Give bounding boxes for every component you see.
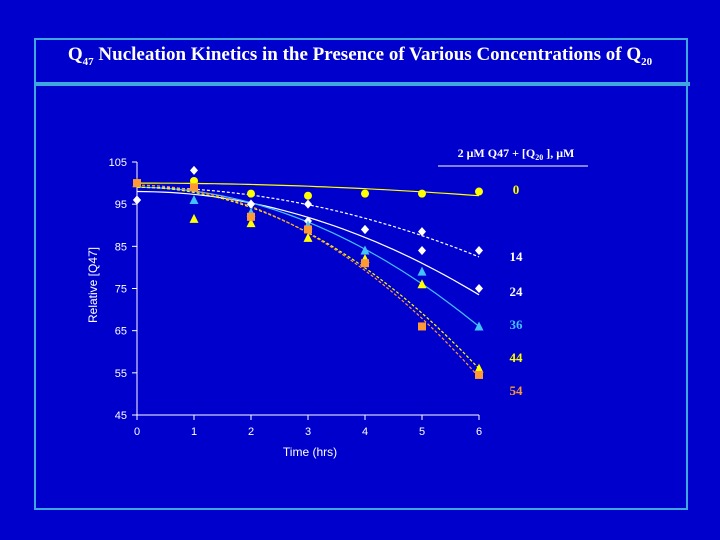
point-36 — [189, 194, 199, 204]
point-44 — [303, 232, 313, 242]
series-label-44: 44 — [510, 350, 524, 365]
slide-title: Q47 Nucleation Kinetics in the Presence … — [67, 44, 653, 68]
point-0 — [361, 189, 369, 198]
point-24 — [418, 246, 426, 256]
point-0 — [247, 189, 255, 198]
point-54 — [247, 212, 255, 221]
x-tick-label: 4 — [362, 426, 368, 438]
point-44 — [474, 363, 484, 373]
fit-curve-44 — [136, 186, 480, 370]
point-54 — [304, 225, 312, 234]
x-tick-label: 2 — [248, 426, 254, 438]
y-tick-label: 85 — [115, 241, 127, 253]
point-54 — [190, 183, 198, 192]
point-24 — [475, 284, 483, 293]
y-tick-label: 75 — [115, 284, 127, 296]
y-axis-label: Relative [Q47] — [86, 247, 100, 323]
series-label-24: 24 — [510, 284, 524, 299]
point-54 — [475, 370, 483, 379]
x-tick-label: 0 — [134, 426, 140, 438]
x-tick-label: 5 — [419, 426, 425, 438]
point-24 — [133, 195, 141, 205]
x-tick-label: 3 — [305, 426, 311, 438]
series-label-36: 36 — [510, 317, 524, 332]
y-tick-label: 55 — [115, 368, 127, 380]
x-axis-label: Time (hrs) — [283, 445, 337, 459]
point-54 — [418, 322, 426, 331]
point-24 — [247, 199, 255, 209]
point-24 — [304, 199, 312, 209]
point-54 — [361, 259, 369, 268]
x-tick-label: 1 — [191, 426, 197, 438]
series-label-14: 14 — [510, 249, 524, 264]
point-14 — [418, 227, 426, 237]
series-label-54: 54 — [510, 383, 524, 398]
legend-title: 2 μM Q47 + [Q20 ], μM — [458, 146, 575, 162]
x-tick-label: 6 — [476, 426, 482, 438]
point-44 — [246, 218, 256, 228]
point-24 — [361, 224, 369, 234]
fit-curve-54 — [136, 184, 480, 378]
point-44 — [189, 213, 199, 223]
series-label-0: 0 — [513, 182, 520, 197]
point-0 — [418, 189, 426, 198]
point-44 — [417, 279, 427, 289]
point-0 — [190, 176, 198, 185]
point-14 — [190, 165, 198, 175]
y-tick-label: 95 — [115, 199, 127, 211]
point-36 — [360, 245, 370, 255]
y-tick-label: 45 — [115, 410, 127, 422]
point-54 — [133, 179, 141, 188]
y-tick-label: 65 — [115, 326, 127, 338]
y-tick-label: 105 — [109, 157, 127, 169]
point-14 — [475, 246, 483, 256]
point-36 — [417, 266, 427, 276]
point-36 — [474, 321, 484, 331]
title-rule — [36, 82, 690, 86]
point-0 — [475, 187, 483, 196]
slide-frame — [34, 38, 688, 510]
point-0 — [304, 191, 312, 200]
